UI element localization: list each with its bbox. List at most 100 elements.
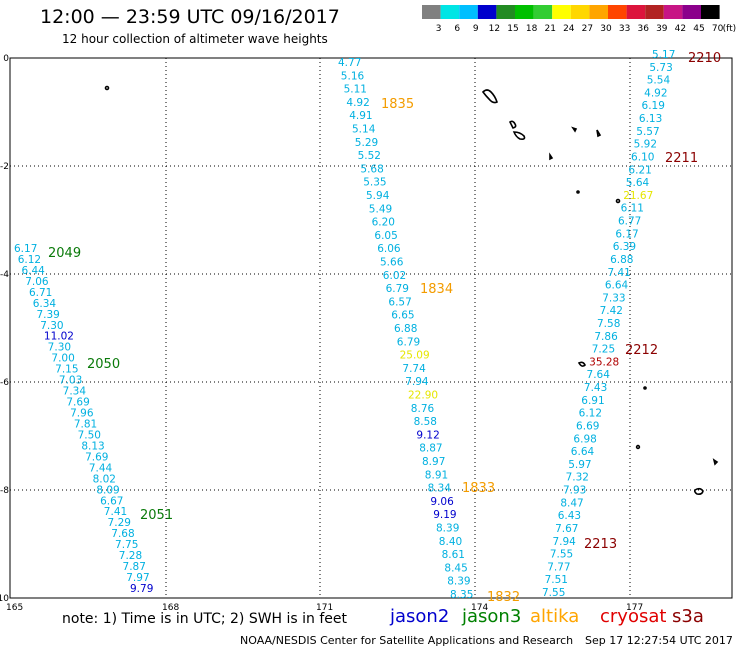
wave-height-value: 7.51 bbox=[545, 574, 568, 586]
gridlines bbox=[10, 58, 732, 598]
pass-number-label: 2211 bbox=[665, 151, 698, 166]
wave-height-value: 7.69 bbox=[66, 397, 89, 409]
wave-height-value: 7.06 bbox=[25, 276, 49, 288]
y-tick-label: -8 bbox=[0, 486, 9, 496]
wave-height-value: 7.94 bbox=[552, 536, 576, 548]
wave-height-value: 5.16 bbox=[341, 70, 365, 82]
scale-tick-label: 21 bbox=[544, 24, 555, 34]
island-outlines bbox=[104, 85, 719, 495]
wave-height-value: 6.21 bbox=[628, 164, 651, 176]
scale-swatch bbox=[422, 5, 441, 19]
scale-tick-label: 45 bbox=[693, 24, 704, 34]
wave-height-value: 6.10 bbox=[631, 151, 654, 163]
wave-height-value: 7.94 bbox=[405, 376, 429, 388]
y-tick-label: -6 bbox=[0, 378, 9, 388]
wave-height-value: 6.05 bbox=[374, 230, 397, 242]
wave-height-value: 7.86 bbox=[594, 331, 618, 343]
legend-altika: altika bbox=[530, 606, 580, 627]
wave-height-value: 7.55 bbox=[542, 587, 565, 599]
x-tick-label: 165 bbox=[6, 603, 23, 613]
wave-height-value: 7.03 bbox=[59, 375, 82, 387]
wave-height-value: 7.96 bbox=[70, 408, 94, 420]
scale-tick-label: 9 bbox=[473, 24, 479, 34]
y-tick-label: 0 bbox=[3, 54, 9, 64]
scale-swatch bbox=[570, 5, 590, 19]
scale-swatch bbox=[440, 5, 460, 19]
scale-tick-label: 15 bbox=[507, 24, 518, 34]
wave-height-value: 7.28 bbox=[119, 550, 142, 562]
wave-height-value: 5.29 bbox=[355, 137, 378, 149]
wave-height-value: 4.92 bbox=[644, 87, 667, 99]
wave-height-value: 7.34 bbox=[63, 386, 87, 398]
scale-tick-label: 24 bbox=[563, 24, 575, 34]
wave-height-value: 6.17 bbox=[615, 228, 638, 240]
pass-number-label: 2212 bbox=[625, 343, 658, 358]
wave-height-value: 6.98 bbox=[573, 433, 596, 445]
scale-tick-label: 6 bbox=[454, 24, 460, 34]
wave-height-value: 7.29 bbox=[108, 517, 131, 529]
wave-height-value: 5.97 bbox=[568, 459, 591, 471]
wave-height-value: 7.67 bbox=[555, 523, 578, 535]
wave-height-value: 5.73 bbox=[649, 62, 672, 74]
wave-height-value: 6.79 bbox=[397, 336, 420, 348]
pass-number-label: 2050 bbox=[87, 357, 120, 372]
wave-height-value: 7.44 bbox=[89, 462, 113, 474]
wave-height-value: 7.42 bbox=[600, 305, 623, 317]
wave-height-value: 5.64 bbox=[626, 177, 650, 189]
x-tick-label: 177 bbox=[626, 603, 643, 613]
wave-height-value: 7.75 bbox=[115, 539, 138, 551]
scale-tick-label: 42 bbox=[675, 24, 686, 34]
wave-height-value: 7.74 bbox=[402, 363, 426, 375]
scale-tick-label: 27 bbox=[582, 24, 593, 34]
wave-height-value: 8.87 bbox=[419, 443, 442, 455]
wave-height-value: 6.91 bbox=[581, 395, 604, 407]
wave-height-value: 7.30 bbox=[40, 320, 63, 332]
wave-height-value: 7.50 bbox=[78, 429, 101, 441]
page-subtitle: 12 hour collection of altimeter wave hei… bbox=[62, 32, 328, 46]
wave-height-value: 7.30 bbox=[48, 342, 71, 354]
wave-height-value: 7.69 bbox=[85, 451, 108, 463]
wave-height-value: 5.92 bbox=[634, 139, 657, 151]
wave-height-value: 8.97 bbox=[422, 456, 445, 468]
legend-s3a: s3a bbox=[672, 606, 704, 627]
wave-height-value: 7.32 bbox=[566, 472, 589, 484]
wave-height-value: 7.81 bbox=[74, 418, 97, 430]
scale-tick-label: 39 bbox=[656, 24, 668, 34]
wave-height-value: 6.44 bbox=[21, 265, 45, 277]
wave-height-value: 7.68 bbox=[111, 528, 134, 540]
wave-height-value: 7.77 bbox=[547, 561, 570, 573]
wave-height-value: 7.58 bbox=[597, 318, 620, 330]
wave-height-value: 5.57 bbox=[636, 126, 659, 138]
wave-height-value: 21.67 bbox=[623, 190, 653, 202]
scale-swatch bbox=[589, 5, 608, 19]
wave-height-value: 5.66 bbox=[380, 257, 404, 269]
wave-height-value: 4.91 bbox=[349, 110, 372, 122]
wave-height-value: 22.90 bbox=[408, 390, 438, 402]
page-title: 12:00 — 23:59 UTC 09/16/2017 bbox=[40, 6, 340, 28]
wave-height-value: 6.11 bbox=[621, 203, 644, 215]
wave-height-value: 6.88 bbox=[610, 254, 633, 266]
wave-height-value: 8.13 bbox=[81, 440, 104, 452]
wave-height-value: 8.39 bbox=[447, 576, 470, 588]
footer-credit: NOAA/NESDIS Center for Satellite Applica… bbox=[240, 634, 574, 647]
wave-height-value: 6.17 bbox=[14, 243, 37, 255]
pass-number-label: 2213 bbox=[584, 537, 617, 552]
scale-tick-label: 33 bbox=[619, 24, 630, 34]
wave-height-value: 8.45 bbox=[444, 562, 467, 574]
wave-height-value: 25.09 bbox=[400, 350, 430, 362]
wave-height-value: 9.19 bbox=[433, 509, 456, 521]
scale-swatch bbox=[515, 5, 534, 19]
scale-swatch bbox=[626, 5, 646, 19]
wave-height-value: 6.43 bbox=[558, 510, 581, 522]
scale-swatch bbox=[533, 5, 553, 19]
wave-height-value: 5.49 bbox=[369, 203, 392, 215]
wave-height-value: 5.17 bbox=[652, 49, 675, 61]
pass-number-label: 1834 bbox=[420, 282, 453, 297]
wave-height-value: 8.61 bbox=[442, 549, 465, 561]
pass-number-label: 2049 bbox=[48, 246, 81, 261]
wave-height-value: 6.06 bbox=[377, 243, 401, 255]
wave-height-value: 8.47 bbox=[560, 497, 583, 509]
wave-height-value: 7.41 bbox=[607, 267, 630, 279]
wave-height-value: 9.12 bbox=[416, 429, 439, 441]
